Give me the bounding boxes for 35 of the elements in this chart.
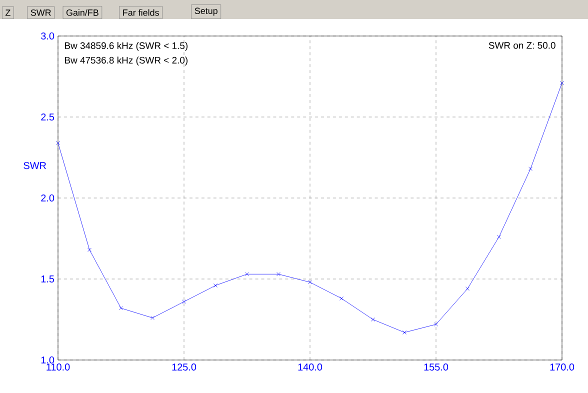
x-tick-label: 110.0 bbox=[46, 364, 70, 371]
x-tick-label: 125.0 bbox=[172, 364, 196, 371]
y-tick-label: 2.5 bbox=[41, 113, 54, 121]
y-tick-label: 3.0 bbox=[41, 32, 54, 40]
y-tick-label: 1.5 bbox=[41, 276, 54, 282]
text: Z bbox=[5, 10, 10, 16]
y-tick-label: 2.0 bbox=[41, 194, 54, 202]
point bbox=[560, 81, 564, 85]
text: Far fields bbox=[123, 9, 159, 16]
point bbox=[434, 322, 438, 326]
annotation: Bw 34859.6 kHz (SWR < 1.5) bbox=[65, 42, 188, 51]
text: Gain/FB bbox=[66, 9, 98, 16]
point bbox=[214, 284, 218, 288]
point bbox=[497, 234, 501, 239]
point bbox=[402, 330, 406, 334]
point bbox=[245, 272, 249, 276]
annotation: SWR on Z: 50.0 bbox=[488, 42, 556, 49]
annotation: Bw 47536.8 kHz (SWR < 2.0) bbox=[65, 56, 188, 66]
point bbox=[276, 272, 280, 276]
y-tick-label: 1.0 bbox=[41, 356, 54, 364]
point bbox=[150, 316, 154, 320]
point bbox=[88, 248, 92, 252]
point bbox=[56, 140, 60, 145]
point bbox=[308, 280, 312, 284]
point bbox=[340, 296, 344, 300]
point bbox=[466, 286, 470, 291]
y-axis-title: SWR bbox=[24, 162, 46, 170]
text: Setup bbox=[194, 8, 218, 16]
x-tick-label: 140.0 bbox=[298, 364, 322, 371]
text: SWR bbox=[30, 9, 51, 16]
point bbox=[182, 300, 186, 304]
x-tick-label: 170.0 bbox=[550, 364, 574, 371]
point bbox=[528, 166, 532, 171]
x-tick-label: 155.0 bbox=[424, 364, 448, 371]
point bbox=[119, 306, 123, 310]
